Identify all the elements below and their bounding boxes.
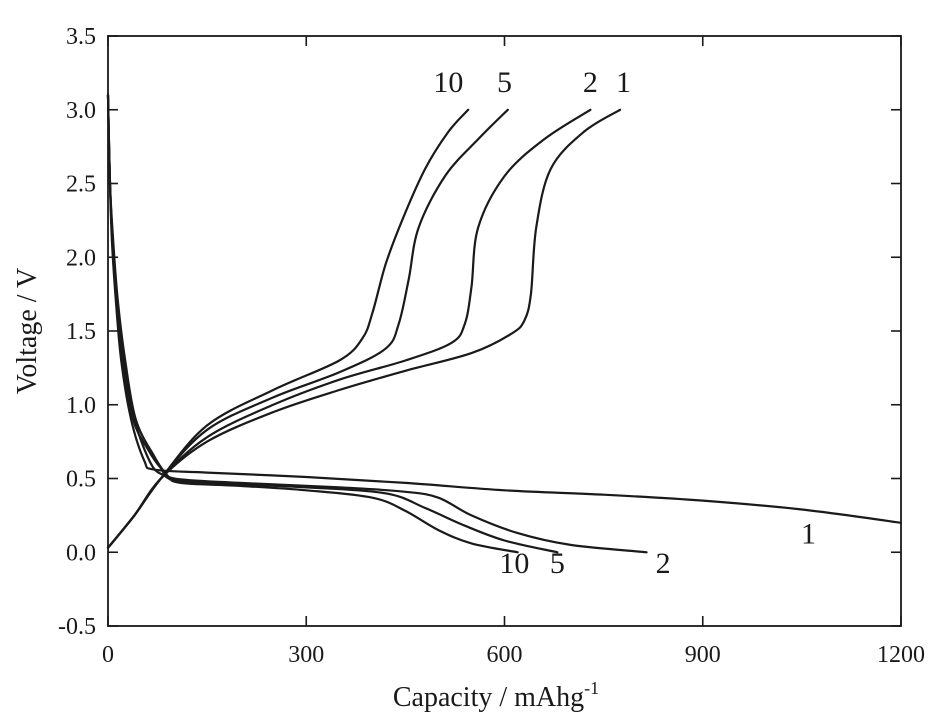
charge-curve-cycle-10 xyxy=(106,108,470,549)
y-tick-label: 3.5 xyxy=(66,24,96,50)
discharge-curve-cycle-10 xyxy=(106,93,519,554)
curve-label: 10 xyxy=(433,66,463,99)
curve-label: 10 xyxy=(499,547,529,580)
x-axis-title: Capacity / mAhg-1 xyxy=(393,678,599,713)
plot-frame xyxy=(107,35,902,627)
curve-label: 1 xyxy=(616,66,631,99)
series xyxy=(106,93,903,554)
discharge-curve-cycle-5 xyxy=(106,93,559,554)
curve-label: 5 xyxy=(497,66,512,99)
y-tick-label: 0.5 xyxy=(66,467,96,493)
curve-label: 2 xyxy=(583,66,598,99)
x-tick-label: 300 xyxy=(288,642,324,668)
y-tick-label: 3.0 xyxy=(66,98,96,124)
series-cycle-1 xyxy=(106,93,903,549)
x-tick-label: 1200 xyxy=(877,642,925,668)
charge-curve-cycle-5 xyxy=(106,108,509,549)
curve-label: 5 xyxy=(550,547,565,580)
axes xyxy=(107,35,902,627)
x-axis-title-text: Capacity / mAhg xyxy=(393,682,584,713)
y-tick-label: 1.0 xyxy=(66,393,96,419)
series-cycle-10 xyxy=(106,93,519,554)
y-tick-label: 2.5 xyxy=(66,172,96,198)
x-tick-label: 0 xyxy=(102,642,114,668)
y-tick-label: 2.0 xyxy=(66,245,96,271)
series-cycle-5 xyxy=(106,93,559,554)
y-tick-label: -0.5 xyxy=(58,614,96,640)
x-axis-title-superscript: -1 xyxy=(584,678,599,698)
x-tick-label: 600 xyxy=(487,642,523,668)
curve-label: 2 xyxy=(656,547,671,580)
x-tick-label: 900 xyxy=(685,642,721,668)
ticks: 0 300 600 900 1200 -0.5 0.0 0.5 1.0 1.5 2.0 2.5 3.0 3… xyxy=(58,24,925,668)
curve-label: 1 xyxy=(801,517,816,550)
discharge-curve-cycle-1 xyxy=(106,93,903,524)
y-tick-label: 1.5 xyxy=(66,319,96,345)
y-axis-title: Voltage / V xyxy=(12,268,43,395)
y-tick-label: 0.0 xyxy=(66,540,96,566)
